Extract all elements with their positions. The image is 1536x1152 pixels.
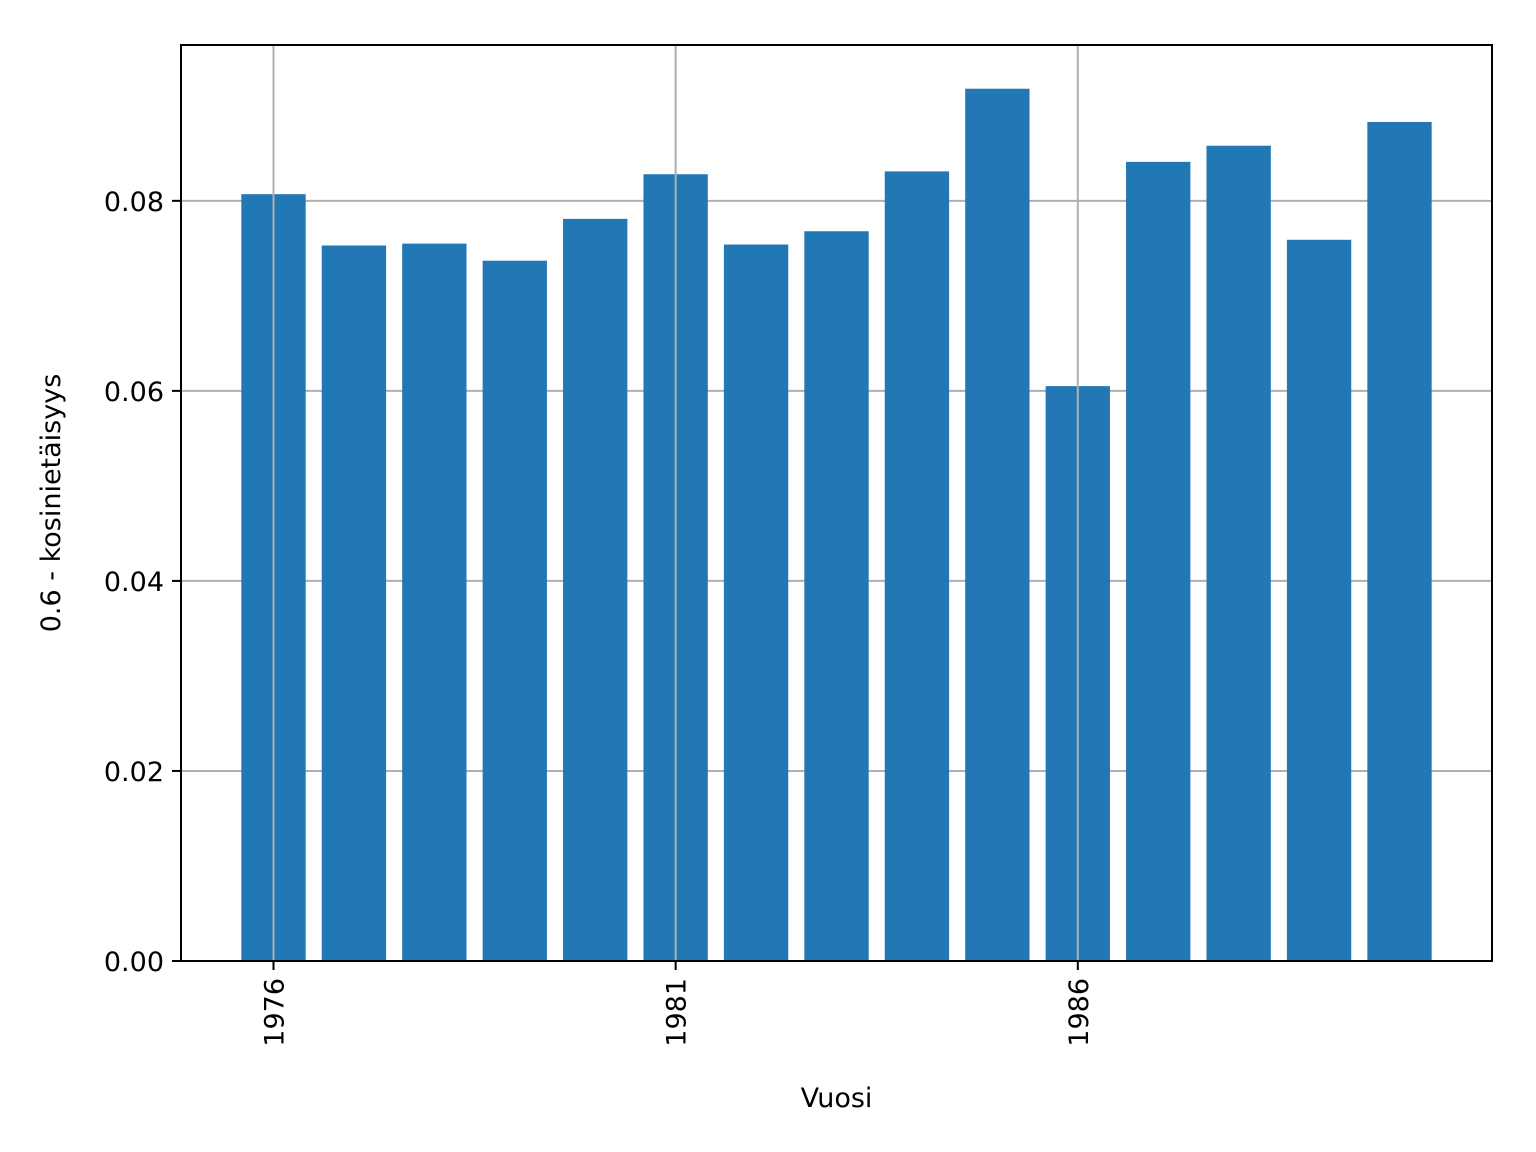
y-tick-label: 0.08 xyxy=(104,187,164,218)
bar-1979 xyxy=(482,260,547,961)
bar-1977 xyxy=(321,245,387,961)
bars xyxy=(241,88,1432,962)
bar-1985 xyxy=(965,88,1030,962)
x-tick-label: 1976 xyxy=(259,978,290,1047)
x-tick-label: 1986 xyxy=(1064,978,1095,1047)
y-tick-label: 0.02 xyxy=(104,757,164,788)
x-axis-label: Vuosi xyxy=(801,1083,873,1114)
bar-1983 xyxy=(804,231,869,961)
bar-1980 xyxy=(563,218,628,962)
bar-1989 xyxy=(1286,239,1352,961)
bar-1990 xyxy=(1367,121,1432,962)
x-tick-label: 1981 xyxy=(662,978,693,1047)
y-tick-label: 0.00 xyxy=(104,947,164,978)
bar-1988 xyxy=(1206,145,1271,961)
bar-1987 xyxy=(1126,161,1191,962)
bar-1982 xyxy=(723,244,789,961)
y-axis-label: 0.6 - kosinietäisyys xyxy=(36,374,67,633)
ticks: 0.00 0.02 0.04 0.06 0.08 1976 1981 1986 xyxy=(104,187,1095,1047)
y-tick-label: 0.06 xyxy=(104,377,164,408)
y-tick-label: 0.04 xyxy=(104,567,164,598)
bar-1978 xyxy=(402,243,467,961)
plot-frame xyxy=(180,44,1493,962)
bar-1984 xyxy=(884,171,950,962)
vertical-grid-lines xyxy=(272,45,1079,961)
